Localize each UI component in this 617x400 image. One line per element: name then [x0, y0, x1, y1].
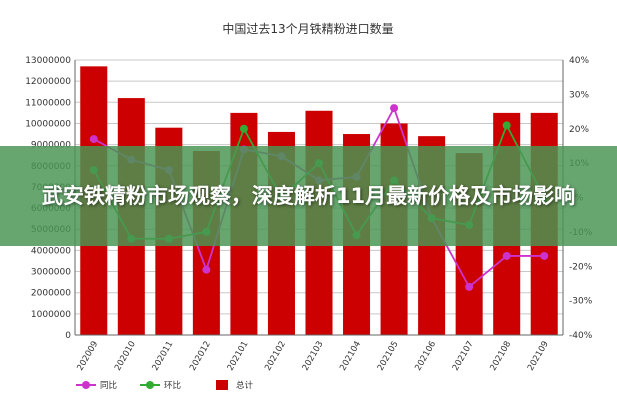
x-tick-label: 202010 [113, 340, 138, 373]
data-point [89, 135, 98, 144]
chart-title: 中国过去13个月铁精粉进口数量 [222, 21, 393, 36]
y-right-tick-label: -30% [569, 297, 593, 307]
x-tick-label: 202106 [413, 340, 438, 373]
data-point [239, 124, 248, 133]
y-right-tick-label: 20% [569, 125, 589, 135]
legend-swatch-marker [146, 381, 154, 389]
legend-swatch [216, 380, 228, 390]
x-tick-label: 202104 [338, 340, 363, 373]
y-left-tick-label: 1000000 [31, 310, 71, 320]
y-left-tick-label: 2000000 [31, 289, 71, 299]
y-right-tick-label: -20% [569, 262, 593, 272]
headline-text: 武安铁精粉市场观察，深度解析11月最新价格及市场影响 [41, 184, 576, 208]
y-left-tick-label: 0 [65, 331, 71, 341]
legend-label: 环比 [164, 380, 181, 391]
y-left-tick-label: 9000000 [31, 141, 71, 151]
data-point [202, 265, 211, 274]
data-point [540, 251, 549, 260]
x-tick-label: 202107 [451, 340, 476, 373]
x-tick-label: 202102 [263, 340, 288, 373]
y-right-tick-label: 40% [569, 56, 589, 66]
data-point [390, 104, 399, 113]
data-point [502, 251, 511, 260]
y-left-tick-label: 12000000 [25, 77, 71, 87]
legend-label: 同比 [100, 380, 117, 391]
x-tick-label: 202109 [526, 340, 551, 373]
y-left-tick-label: 11000000 [25, 98, 71, 108]
x-tick-label: 202103 [301, 340, 326, 373]
y-left-tick-label: 4000000 [31, 246, 71, 256]
data-point [465, 282, 474, 291]
y-right-tick-label: 30% [569, 90, 589, 100]
legend-swatch-marker [82, 381, 90, 389]
legend-label: 总计 [236, 380, 254, 391]
x-tick-label: 202101 [226, 340, 251, 373]
x-tick-label: 202105 [376, 340, 401, 373]
x-tick-label: 202108 [488, 340, 513, 373]
x-tick-label: 202009 [75, 340, 100, 373]
x-tick-label: 202012 [188, 340, 213, 373]
y-left-tick-label: 13000000 [25, 56, 71, 66]
x-tick-label: 202011 [151, 340, 176, 373]
y-left-tick-label: 10000000 [25, 119, 71, 129]
y-left-tick-label: 3000000 [31, 268, 71, 278]
headline-banner: 武安铁精粉市场观察，深度解析11月最新价格及市场影响 [0, 146, 617, 246]
data-point [502, 121, 511, 130]
legend: 同比 环比 总计 [76, 380, 254, 391]
y-right-tick-label: -40% [569, 331, 593, 341]
